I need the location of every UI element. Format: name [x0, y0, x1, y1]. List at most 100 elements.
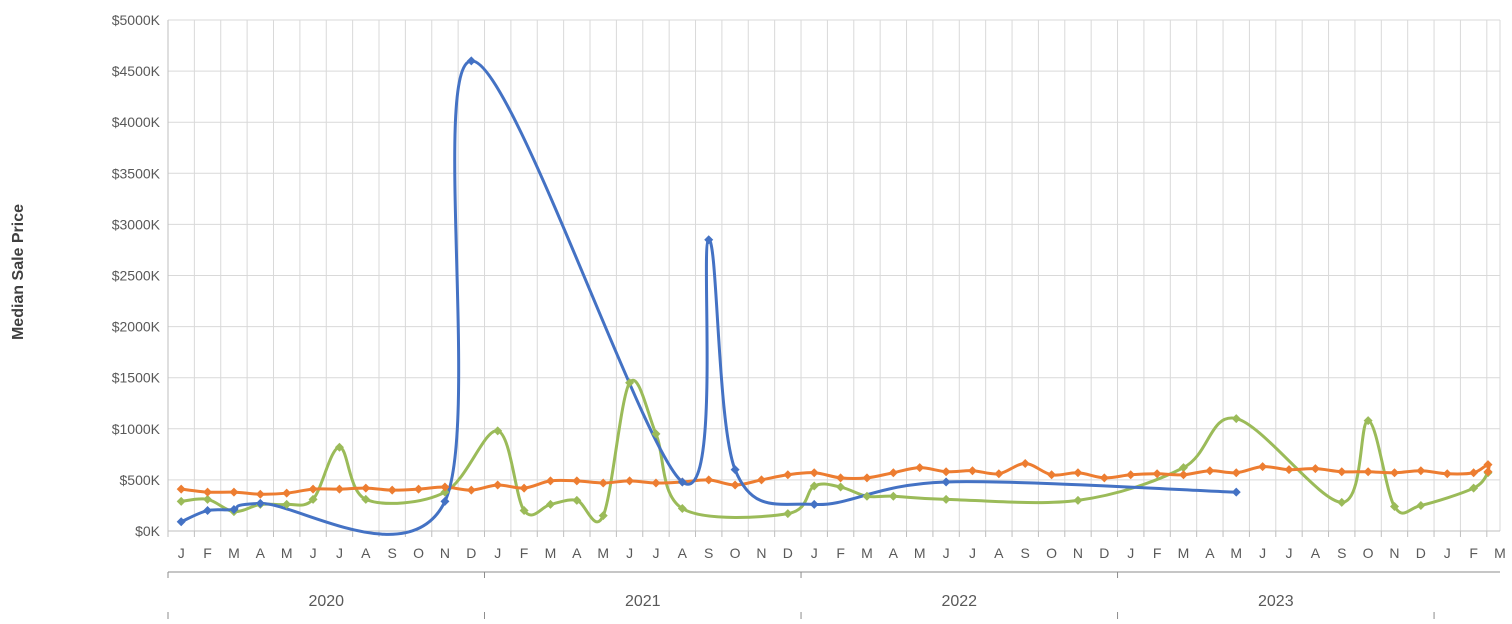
x-tick-label: J: [969, 545, 976, 561]
x-tick-label: F: [1153, 545, 1162, 561]
data-point: [1337, 497, 1347, 507]
x-tick-label: J: [1127, 545, 1134, 561]
data-point: [941, 467, 951, 477]
data-point: [1442, 469, 1452, 479]
data-point: [888, 491, 898, 501]
data-point: [1363, 467, 1373, 477]
gridlines: [167, 19, 1501, 532]
data-point: [466, 56, 476, 66]
x-tick-label: A: [1205, 545, 1215, 561]
series-line: [179, 378, 1490, 524]
x-tick-label: N: [1073, 545, 1083, 561]
x-tick-label: A: [994, 545, 1004, 561]
y-tick-label: $0K: [135, 523, 161, 539]
data-point: [1073, 468, 1083, 478]
data-point: [1284, 465, 1294, 475]
x-tick-label: A: [256, 545, 266, 561]
data-point: [1337, 467, 1347, 477]
x-tick-label: F: [1469, 545, 1478, 561]
x-tick-label: O: [730, 545, 741, 561]
data-point: [334, 484, 344, 494]
data-point: [572, 476, 582, 486]
data-point: [203, 494, 213, 504]
data-point: [176, 484, 186, 494]
data-point: [704, 235, 714, 245]
x-tick-label: M: [1230, 545, 1242, 561]
data-point: [203, 506, 213, 516]
x-tick-label: D: [1416, 545, 1426, 561]
data-point: [1073, 495, 1083, 505]
data-point: [1483, 460, 1493, 470]
data-point: [1389, 468, 1399, 478]
data-point: [756, 475, 766, 485]
data-point: [545, 476, 555, 486]
year-label: 2023: [1258, 593, 1294, 610]
data-point: [836, 482, 846, 492]
x-tick-label: O: [413, 545, 424, 561]
y-tick-label: $5000K: [112, 12, 161, 28]
axes: [167, 20, 1500, 619]
year-label: 2021: [625, 593, 661, 610]
x-tick-label: S: [704, 545, 713, 561]
x-tick-label: J: [811, 545, 818, 561]
data-point: [387, 485, 397, 495]
data-point: [1483, 467, 1493, 477]
x-tick-label: O: [1046, 545, 1057, 561]
x-tick-label: F: [203, 545, 212, 561]
data-point: [941, 494, 951, 504]
data-point: [493, 480, 503, 490]
x-tick-label: D: [783, 545, 793, 561]
y-tick-label: $1000K: [112, 421, 161, 437]
data-point: [1178, 463, 1188, 473]
data-point: [809, 499, 819, 509]
data-point: [519, 483, 529, 493]
x-tick-label: S: [1021, 545, 1030, 561]
data-point: [598, 511, 608, 521]
x-tick-label: M: [281, 545, 293, 561]
data-point: [1099, 473, 1109, 483]
data-point: [730, 465, 740, 475]
data-point: [466, 485, 476, 495]
x-tick-label: A: [361, 545, 371, 561]
data-point: [1020, 459, 1030, 469]
x-tick-label: J: [494, 545, 501, 561]
y-tick-label: $4000K: [112, 114, 161, 130]
y-tick-label: $2500K: [112, 268, 161, 284]
data-point: [229, 505, 239, 515]
year-label: 2022: [941, 593, 977, 610]
x-tick-label: S: [1337, 545, 1346, 561]
data-point: [203, 487, 213, 497]
x-tick-label: M: [1494, 545, 1506, 561]
data-point: [440, 487, 450, 497]
data-point: [677, 504, 687, 514]
data-point: [1416, 466, 1426, 476]
data-point: [440, 496, 450, 506]
data-point: [1231, 414, 1241, 424]
data-point: [704, 475, 714, 485]
x-tick-label: A: [889, 545, 899, 561]
data-point: [730, 480, 740, 490]
data-point: [1363, 416, 1373, 426]
x-tick-label: M: [597, 545, 609, 561]
y-tick-label: $2000K: [112, 319, 161, 335]
data-point: [282, 488, 292, 498]
data-point: [888, 468, 898, 478]
x-tick-label: O: [1363, 545, 1374, 561]
data-point: [1469, 468, 1479, 478]
x-tick-label: D: [466, 545, 476, 561]
data-point: [282, 499, 292, 509]
data-point: [783, 470, 793, 480]
data-point: [862, 473, 872, 483]
data-point: [1469, 483, 1479, 493]
data-point: [1205, 466, 1215, 476]
x-tick-label: A: [572, 545, 582, 561]
data-point: [1178, 470, 1188, 480]
data-point: [651, 429, 661, 439]
data-point: [572, 495, 582, 505]
data-point: [361, 494, 371, 504]
x-tick-label: F: [520, 545, 529, 561]
data-point: [1231, 468, 1241, 478]
x-tick-label: N: [756, 545, 766, 561]
